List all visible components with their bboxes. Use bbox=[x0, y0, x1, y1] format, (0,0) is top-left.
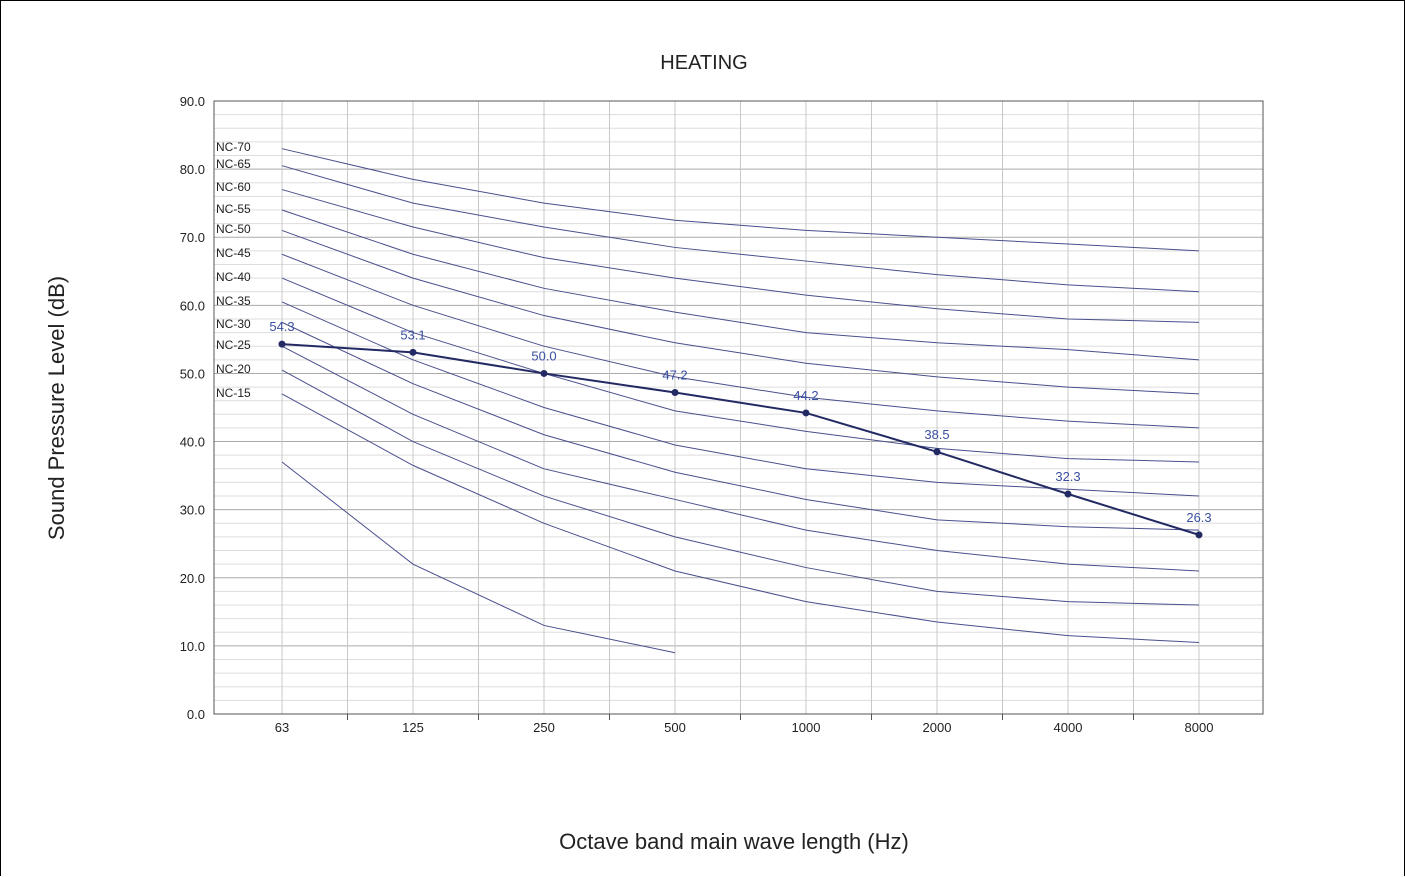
nc-curve-line bbox=[281, 189, 1200, 323]
x-tick-label: 500 bbox=[664, 720, 686, 735]
series-point bbox=[933, 448, 941, 456]
x-tick-label: 250 bbox=[533, 720, 555, 735]
y-tick-label: 40.0 bbox=[180, 435, 205, 450]
series-point bbox=[540, 369, 548, 377]
nc-curve-line bbox=[281, 277, 1200, 463]
x-tick-label: 1000 bbox=[792, 720, 821, 735]
plot-area bbox=[213, 100, 1264, 715]
series-point bbox=[1064, 490, 1072, 498]
data-label: 53.1 bbox=[400, 327, 425, 342]
nc-curve-label: NC-45 bbox=[216, 246, 251, 260]
nc-curve-line bbox=[281, 229, 1200, 395]
x-tick-label: 125 bbox=[402, 720, 424, 735]
nc-curves bbox=[281, 148, 1200, 654]
series-point bbox=[802, 409, 810, 417]
x-tick-label: 2000 bbox=[923, 720, 952, 735]
nc-curve-line bbox=[281, 369, 1200, 606]
nc-curve-label: NC-40 bbox=[216, 270, 251, 284]
nc-curve-label: NC-60 bbox=[216, 180, 251, 194]
x-tick-label: 4000 bbox=[1054, 720, 1083, 735]
nc-curve-line bbox=[281, 165, 1200, 293]
data-label: 54.3 bbox=[269, 319, 294, 334]
nc-curve-label: NC-30 bbox=[216, 317, 251, 331]
y-tick-label: 80.0 bbox=[180, 162, 205, 177]
nc-curve-line bbox=[281, 209, 1200, 361]
x-tick-label: 63 bbox=[275, 720, 289, 735]
nc-curve-line bbox=[281, 321, 1200, 531]
nc-curve-line bbox=[281, 345, 1200, 572]
nc-curve-label: NC-25 bbox=[216, 338, 251, 352]
nc-curve-label: NC-20 bbox=[216, 362, 251, 376]
y-tick-label: 70.0 bbox=[180, 230, 205, 245]
nc-curve-line bbox=[281, 148, 1200, 252]
x-tick-labels: 63 125 250 500 1000 2000 4000 8000 bbox=[275, 720, 1214, 735]
data-label: 32.3 bbox=[1055, 469, 1080, 484]
data-label: 38.5 bbox=[924, 427, 949, 442]
series-point bbox=[278, 340, 286, 348]
data-label: 44.2 bbox=[793, 388, 818, 403]
x-tick-label: 8000 bbox=[1185, 720, 1214, 735]
y-axis-label: Sound Pressure Level (dB) bbox=[44, 276, 69, 540]
y-tick-labels: 0.0 10.0 20.0 30.0 40.0 50.0 60.0 70.0 80.0 90.0 bbox=[180, 94, 205, 722]
x-axis-label: Octave band main wave length (Hz) bbox=[559, 829, 909, 854]
y-tick-label: 60.0 bbox=[180, 298, 205, 313]
nc-curve-line bbox=[281, 461, 676, 654]
y-tick-label: 30.0 bbox=[180, 503, 205, 518]
measured-series: 54.3 53.1 50.0 47.2 44.2 38.5 32.3 26.3 bbox=[269, 319, 1212, 539]
data-label: 47.2 bbox=[662, 368, 687, 383]
nc-curve-label: NC-15 bbox=[216, 386, 251, 400]
series-point bbox=[671, 389, 679, 397]
data-label: 50.0 bbox=[531, 348, 556, 363]
nc-curve-line bbox=[281, 393, 1200, 643]
chart-title: HEATING bbox=[660, 52, 747, 74]
series-point bbox=[409, 348, 417, 356]
series-line bbox=[281, 343, 1200, 536]
nc-curve-label: NC-70 bbox=[216, 140, 251, 154]
nc-curve-line bbox=[281, 253, 1200, 429]
y-tick-label: 50.0 bbox=[180, 366, 205, 381]
y-tick-label: 0.0 bbox=[187, 707, 205, 722]
grid-lines bbox=[214, 101, 1263, 720]
nc-curve-label: NC-65 bbox=[216, 157, 251, 171]
y-tick-label: 20.0 bbox=[180, 571, 205, 586]
y-tick-label: 10.0 bbox=[180, 639, 205, 654]
nc-curve-label: NC-55 bbox=[216, 202, 251, 216]
data-label: 26.3 bbox=[1186, 510, 1211, 525]
nc-curve-line bbox=[281, 301, 1200, 497]
nc-curve-label: NC-35 bbox=[216, 294, 251, 308]
y-tick-label: 90.0 bbox=[180, 94, 205, 109]
nc-curve-labels: NC-70 NC-65 NC-60 NC-55 NC-50 NC-45 NC-40 NC-35… bbox=[216, 140, 251, 400]
series-point bbox=[1195, 531, 1203, 539]
nc-curve-label: NC-50 bbox=[216, 222, 251, 236]
